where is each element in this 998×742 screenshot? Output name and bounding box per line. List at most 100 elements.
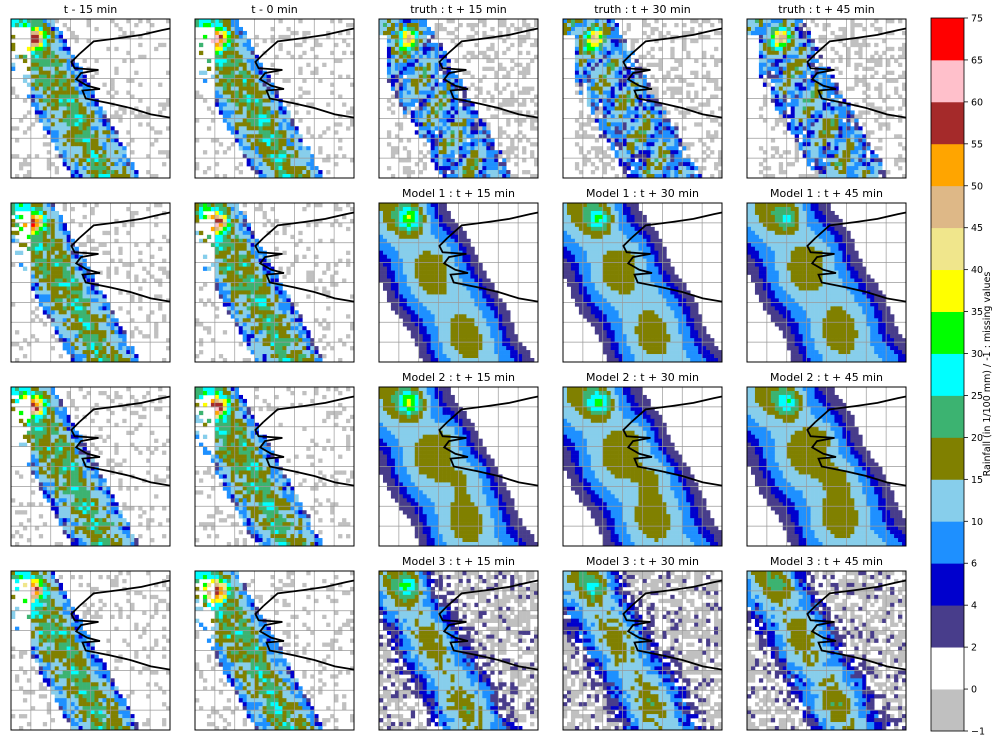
rain-cell [438, 130, 443, 135]
rain-cell [574, 90, 580, 95]
rain-cell [478, 130, 483, 135]
rain-cell [482, 19, 487, 24]
rain-cell [838, 122, 843, 127]
rain-cell [258, 106, 263, 111]
rain-cell [50, 54, 56, 60]
rain-cell [822, 126, 827, 131]
rain-cell [242, 46, 247, 52]
rain-cell [62, 326, 67, 331]
rain-cell [246, 66, 251, 71]
rain-cell [622, 74, 627, 79]
rain-cell [450, 19, 455, 24]
rain-cell [446, 122, 451, 127]
rain-cell [66, 302, 71, 307]
rain-cell [54, 318, 60, 323]
rain-cell [278, 106, 283, 111]
rain-cell [834, 134, 839, 139]
rain-cell [78, 74, 83, 79]
rain-cell [574, 162, 580, 167]
rain-cell [94, 70, 99, 75]
rain-cell [82, 110, 87, 115]
rain-cell [702, 150, 707, 155]
rain-cell [54, 270, 60, 275]
rain-cell [410, 118, 416, 123]
rain-cell [578, 134, 584, 139]
rain-cell [422, 66, 428, 71]
rain-cell [418, 54, 424, 60]
rain-cell [830, 102, 835, 107]
rain-cell [610, 142, 615, 147]
rain-cell [578, 170, 584, 175]
rain-cell [98, 270, 103, 275]
rain-cell [54, 274, 60, 279]
rain-cell [302, 158, 307, 163]
rain-cell [650, 118, 655, 123]
rain-cell [338, 146, 343, 151]
rain-cell [778, 26, 784, 32]
rain-cell [474, 146, 479, 151]
rain-cell [222, 90, 228, 95]
rain-cell [214, 102, 220, 107]
rain-cell [46, 222, 52, 228]
rain-cell [390, 110, 396, 115]
rain-cell [638, 82, 643, 87]
rain-cell [58, 78, 63, 83]
rain-cell [866, 174, 871, 178]
rain-cell [390, 66, 396, 71]
rain-cell [94, 126, 99, 131]
rain-cell [402, 78, 408, 83]
rain-cell [458, 158, 463, 163]
rain-cell [298, 42, 303, 48]
rain-cell [114, 158, 119, 163]
rain-cell [98, 134, 103, 139]
rain-cell [598, 50, 604, 56]
rain-cell [534, 174, 538, 178]
rain-cell [38, 22, 44, 28]
rain-cell [686, 162, 691, 167]
rain-cell [238, 70, 243, 75]
rain-cell [338, 19, 343, 24]
rain-cell [406, 166, 412, 171]
rain-cell [70, 78, 75, 83]
rain-cell [466, 134, 471, 139]
rain-cell [646, 158, 651, 163]
rain-cell [434, 34, 439, 40]
rain-cell [714, 58, 719, 64]
rain-cell [662, 74, 667, 79]
rain-cell [66, 54, 71, 60]
rain-cell [70, 150, 75, 155]
rain-cell [794, 114, 799, 119]
rain-cell [410, 42, 416, 48]
rain-cell [278, 110, 283, 115]
rain-cell [862, 166, 867, 171]
rain-cell [126, 274, 131, 279]
rain-cell [698, 170, 703, 175]
rain-cell [382, 19, 388, 24]
rain-cell [86, 314, 91, 319]
rain-cell [58, 154, 63, 159]
rain-cell [818, 54, 823, 60]
rain-cell [790, 74, 796, 79]
rain-cell [226, 86, 232, 91]
rain-cell [130, 162, 135, 167]
rain-cell [102, 118, 107, 123]
rain-cell [270, 134, 275, 139]
rain-cell [402, 82, 408, 87]
rain-cell [446, 19, 451, 24]
rain-cell [858, 42, 863, 48]
rain-cell [430, 54, 435, 60]
rain-cell [638, 146, 643, 151]
rain-cell [654, 19, 659, 24]
rain-cell [770, 50, 776, 56]
rain-cell [274, 134, 279, 139]
rain-cell [74, 98, 79, 103]
rain-cell [46, 110, 52, 115]
rain-cell [662, 118, 667, 123]
rain-cell [262, 38, 267, 44]
rain-cell [642, 134, 647, 139]
rain-cell [106, 354, 111, 359]
rain-cell [30, 206, 36, 212]
rain-cell [614, 54, 619, 60]
rain-cell [62, 302, 67, 307]
rain-cell [226, 90, 232, 95]
